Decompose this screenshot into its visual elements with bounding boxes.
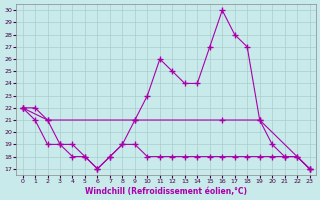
X-axis label: Windchill (Refroidissement éolien,°C): Windchill (Refroidissement éolien,°C) <box>85 187 247 196</box>
